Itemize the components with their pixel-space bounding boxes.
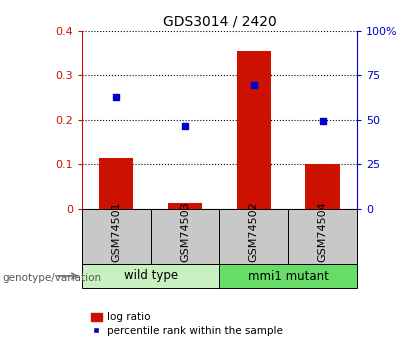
Bar: [151, 209, 220, 264]
Bar: [99, 158, 134, 209]
Bar: [82, 209, 151, 264]
Bar: [305, 164, 340, 209]
Text: genotype/variation: genotype/variation: [2, 273, 101, 283]
Bar: [168, 204, 202, 209]
Point: [182, 124, 189, 129]
Text: GSM74502: GSM74502: [249, 201, 259, 262]
Point: [113, 94, 120, 100]
Legend: log ratio, percentile rank within the sample: log ratio, percentile rank within the sa…: [87, 308, 287, 340]
Bar: [220, 209, 288, 264]
Point: [319, 118, 326, 124]
Text: GSM74504: GSM74504: [318, 201, 328, 262]
Point: [250, 82, 257, 88]
Bar: [220, 264, 357, 288]
Bar: [236, 51, 271, 209]
Bar: [288, 209, 357, 264]
Text: GSM74503: GSM74503: [180, 201, 190, 262]
Text: mmi1 mutant: mmi1 mutant: [248, 269, 329, 283]
Text: wild type: wild type: [123, 269, 178, 283]
Bar: [82, 264, 220, 288]
Text: GSM74501: GSM74501: [111, 201, 121, 262]
Title: GDS3014 / 2420: GDS3014 / 2420: [163, 14, 276, 29]
